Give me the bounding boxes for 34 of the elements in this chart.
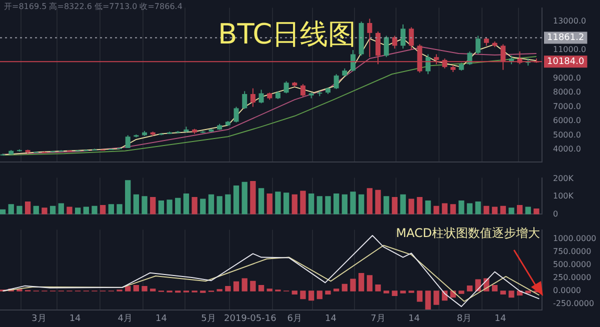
y-tick-label: 11000.0 [553, 45, 586, 54]
chart-title: BTC日线图 [218, 17, 356, 50]
x-tick-label: 5月 [201, 314, 216, 324]
y-tick-label: 4000.0 [553, 144, 581, 154]
y-tick-label: 250.0000 [553, 273, 592, 282]
y-tick-label: 6000.0 [553, 116, 581, 126]
y-tick-label: 5000.0 [553, 130, 581, 140]
x-tick-label: 7月 [370, 314, 386, 324]
y-tick-label: 7000.0 [553, 102, 581, 111]
x-tick-label: 6月 [287, 314, 302, 324]
y-tick-label: 9000.0 [553, 73, 581, 82]
y-tick-label: 500.0000 [553, 260, 592, 270]
annotation: 开=8169.5 高=8322.6 低=7713.0 收=7866.4 [4, 2, 182, 12]
y-tick-label: 0.0000 [553, 286, 581, 296]
x-tick-label: 14 [69, 314, 82, 324]
y-tick-label: 0 [553, 209, 558, 218]
ref-line-label: 11861.2 [547, 33, 584, 44]
x-tick-label: 14 [155, 314, 168, 324]
x-tick-label: 4月 [118, 314, 132, 324]
annotation: MACD柱状图数值逐步增大 [396, 226, 540, 240]
x-tick-label: 3月 [32, 314, 46, 324]
x-tick-label: 14 [408, 314, 420, 324]
x-tick-label: 14 [494, 314, 506, 324]
y-tick-label: 200K [553, 174, 574, 183]
y-tick-label: 8000.0 [553, 88, 581, 97]
y-tick-label: 13000.0 [553, 16, 586, 26]
ref-line-label: 10184.0 [547, 56, 584, 67]
y-tick-label: 750.0000 [553, 247, 592, 256]
y-tick-label: -250.0000 [553, 299, 594, 308]
y-tick-label: 100K [553, 192, 574, 201]
x-tick-label: 8月 [456, 314, 472, 324]
x-tick-label: 2019-05-16 [224, 314, 277, 324]
x-tick-label: 14 [325, 314, 337, 324]
y-tick-label: 1000.0000 [553, 234, 596, 244]
